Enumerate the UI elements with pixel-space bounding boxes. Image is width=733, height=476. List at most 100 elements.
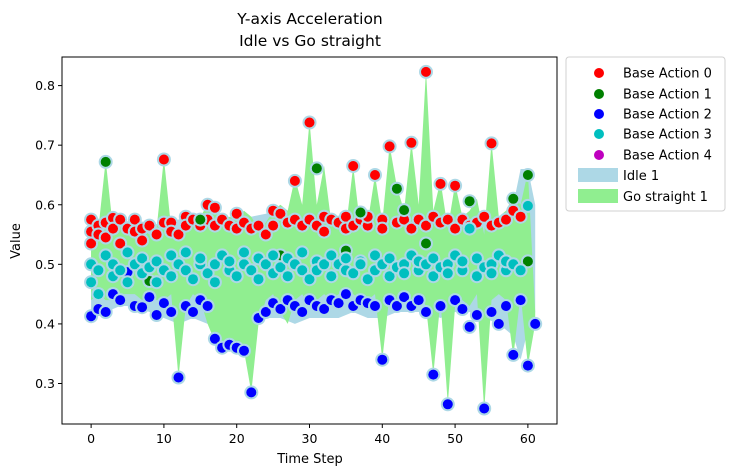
y-tick-label: 0.7 <box>35 138 55 153</box>
legend-label-base-action-2: Base Action 2 <box>623 108 712 123</box>
data-point <box>224 256 235 267</box>
legend-label-base-action-3: Base Action 3 <box>623 128 712 143</box>
data-point <box>464 321 475 332</box>
y-tick-label: 0.8 <box>35 78 55 93</box>
data-point <box>137 302 148 313</box>
data-point <box>442 268 453 279</box>
data-point <box>326 271 337 282</box>
series-base-action-3 <box>84 198 535 302</box>
data-point <box>333 298 344 309</box>
chart-subtitle: Idle vs Go straight <box>239 32 381 50</box>
data-point <box>100 232 111 243</box>
data-point <box>253 274 264 285</box>
x-tick-label: 40 <box>374 431 390 446</box>
series-base-action-1 <box>98 154 535 288</box>
legend-label-base-action-4: Base Action 4 <box>623 149 712 164</box>
data-point <box>319 304 330 314</box>
legend-swatch-go-straight-1 <box>578 189 618 203</box>
data-point <box>304 274 315 285</box>
data-point <box>297 307 308 317</box>
data-point <box>93 265 104 276</box>
data-point <box>399 268 410 279</box>
data-point <box>522 360 533 371</box>
band-go-straight-1 <box>91 70 536 411</box>
chart-title: Y-axis Acceleration <box>236 10 383 28</box>
series-base-action-2 <box>84 265 543 416</box>
series-base-action-0 <box>84 64 528 251</box>
x-tick-label: 0 <box>87 431 95 446</box>
data-point <box>370 250 380 261</box>
data-point <box>413 295 424 306</box>
legend-label-base-action-1: Base Action 1 <box>623 88 712 103</box>
data-point <box>522 170 533 180</box>
data-point <box>421 66 431 77</box>
data-point <box>421 238 431 249</box>
data-point <box>188 274 198 285</box>
data-point <box>479 211 490 222</box>
data-point <box>239 247 249 258</box>
x-axis-label: Time Step <box>276 452 343 467</box>
data-point <box>180 247 191 258</box>
y-tick-label: 0.4 <box>35 316 55 331</box>
data-point <box>340 211 351 222</box>
data-point <box>86 238 97 249</box>
data-point <box>486 307 497 317</box>
data-point <box>166 271 177 282</box>
data-point <box>158 298 169 309</box>
data-point <box>384 253 395 264</box>
data-point <box>86 277 97 288</box>
legend-marker-base-action-1 <box>594 89 604 99</box>
data-point <box>370 301 380 311</box>
data-point <box>151 310 162 320</box>
data-point <box>348 161 359 171</box>
data-point <box>530 318 541 329</box>
data-point <box>501 301 511 311</box>
data-point <box>144 292 155 303</box>
data-point <box>471 271 482 282</box>
data-point <box>297 247 308 258</box>
x-tick-label: 60 <box>520 431 536 446</box>
data-point <box>355 207 366 218</box>
x-tick-label: 30 <box>302 431 318 446</box>
data-point <box>115 214 126 225</box>
x-axis: 0 10 20 30 40 50 60 <box>87 424 536 446</box>
legend-marker-base-action-0 <box>594 68 604 78</box>
legend-marker-base-action-3 <box>594 129 604 139</box>
data-point <box>195 253 206 264</box>
data-point <box>209 259 220 270</box>
data-point <box>377 223 388 234</box>
data-point <box>479 403 490 414</box>
data-point <box>260 259 271 270</box>
data-point <box>268 220 279 231</box>
data-point <box>319 259 330 270</box>
data-point <box>450 223 461 234</box>
data-point <box>144 220 155 231</box>
legend-marker-base-action-2 <box>594 109 604 119</box>
data-point <box>100 156 111 167</box>
data-point <box>260 307 271 317</box>
y-tick-label: 0.3 <box>35 376 55 391</box>
data-point <box>406 223 417 234</box>
data-point <box>93 289 104 300</box>
data-point <box>100 250 111 261</box>
data-point <box>428 271 439 282</box>
x-tick-label: 10 <box>156 431 172 446</box>
data-point <box>297 265 308 276</box>
data-point <box>246 387 257 398</box>
data-point <box>377 354 388 365</box>
data-point <box>486 138 497 149</box>
data-point <box>340 289 351 300</box>
data-point <box>355 259 366 270</box>
data-point <box>108 223 118 234</box>
data-point <box>129 214 140 225</box>
data-point <box>457 256 468 267</box>
data-point <box>311 163 322 174</box>
data-point <box>515 295 526 306</box>
data-point <box>319 226 330 237</box>
data-point <box>421 220 431 231</box>
data-point <box>464 223 475 234</box>
data-point <box>399 292 410 303</box>
data-point <box>275 262 286 273</box>
data-point <box>166 307 177 317</box>
data-point <box>486 268 497 279</box>
